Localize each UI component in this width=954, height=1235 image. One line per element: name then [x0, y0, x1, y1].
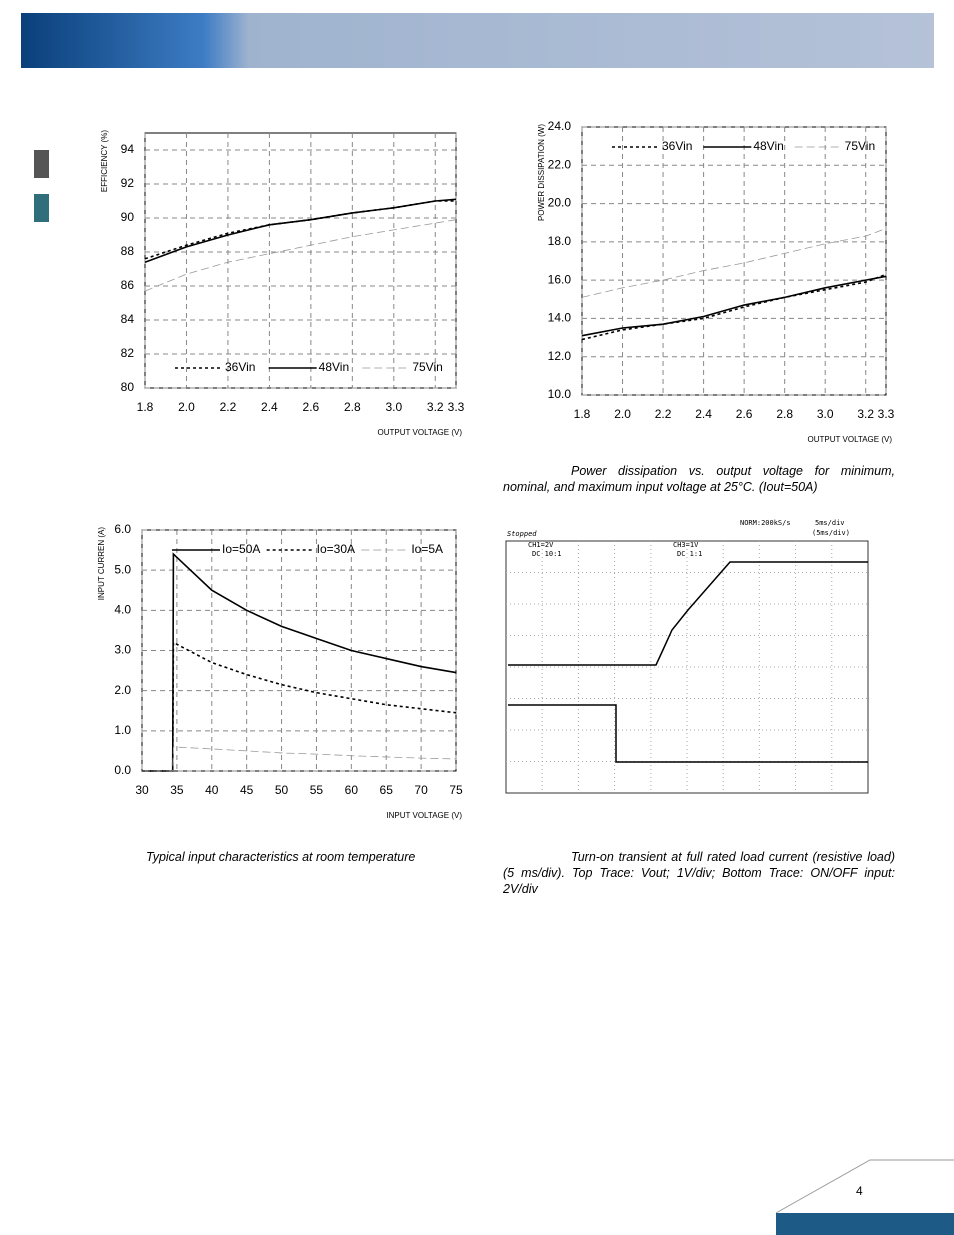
x-tick-label: 70: [414, 783, 428, 797]
x-tick-label: 75: [449, 783, 463, 797]
scope-timebase: 5ms/div: [815, 519, 845, 527]
x-tick-label: 2.4: [695, 407, 712, 421]
x-tick-label: 2.8: [776, 407, 793, 421]
x-tick-label: 3.2: [857, 407, 874, 421]
legend-label: 36Vin: [225, 360, 255, 374]
y-tick-label: 86: [121, 278, 135, 292]
page-number: 4: [856, 1184, 863, 1198]
x-tick-label: 3.3: [878, 407, 895, 421]
header-banner: [21, 13, 934, 68]
y-tick-label: 90: [121, 210, 135, 224]
plot-frame: [144, 132, 457, 389]
y-tick-label: 1.0: [114, 723, 131, 737]
series-line: [142, 641, 457, 772]
x-tick-label: 65: [380, 783, 394, 797]
legend-label: Io=50A: [222, 542, 260, 556]
x-tick-label: 2.6: [303, 400, 320, 414]
series-line: [581, 275, 887, 337]
scope-ch1-coupling: DC 10:1: [532, 550, 562, 558]
y-tick-label: 0.0: [114, 763, 131, 777]
y-tick-label: 10.0: [548, 387, 572, 401]
scope-ch3: CH3=1V: [673, 541, 699, 549]
y-tick-label: 6.0: [114, 522, 131, 536]
series-line: [142, 746, 457, 772]
y-axis-label: POWER DISSIPATION (W): [537, 124, 546, 221]
y-tick-label: 18.0: [548, 234, 572, 248]
y-tick-label: 5.0: [114, 562, 131, 576]
x-tick-label: 3.0: [817, 407, 834, 421]
x-axis-label: OUTPUT VOLTAGE (V): [808, 435, 893, 444]
y-tick-label: 20.0: [548, 196, 572, 210]
caption: Power dissipation vs. output voltage for…: [503, 464, 895, 494]
legend-label: 75Vin: [412, 360, 442, 374]
y-tick-label: 84: [121, 312, 135, 326]
y-tick-label: 22.0: [548, 157, 572, 171]
legend-label: Io=30A: [317, 542, 355, 556]
legend-label: Io=5A: [411, 542, 443, 556]
x-tick-label: 45: [240, 783, 254, 797]
legend-label: 75Vin: [845, 139, 875, 153]
x-tick-label: 2.8: [344, 400, 361, 414]
scope-status: Stopped: [507, 530, 537, 538]
y-tick-label: 14.0: [548, 311, 572, 325]
x-tick-label: 3.0: [385, 400, 402, 414]
series-line: [144, 200, 456, 260]
y-tick-label: 92: [121, 176, 135, 190]
y-tick-label: 4.0: [114, 603, 131, 617]
scope-timebase: (5ms/div): [812, 529, 850, 537]
x-tick-label: 2.0: [614, 407, 631, 421]
legend-label: 48Vin: [753, 139, 783, 153]
y-tick-label: 82: [121, 346, 135, 360]
x-tick-label: 2.2: [220, 400, 237, 414]
scope-rate: NORM:200kS/s: [740, 519, 791, 527]
caption: Turn-on transient at full rated load cur…: [503, 850, 895, 896]
y-tick-label: 24.0: [548, 119, 572, 133]
y-axis-label: INPUT CURREN (A): [97, 527, 106, 601]
x-tick-label: 30: [135, 783, 149, 797]
series-line: [581, 273, 887, 341]
y-tick-label: 12.0: [548, 349, 572, 363]
x-tick-label: 3.3: [448, 400, 465, 414]
legend-label: 36Vin: [662, 139, 692, 153]
x-tick-label: 55: [310, 783, 324, 797]
y-tick-label: 80: [121, 380, 135, 394]
y-tick-label: 2.0: [114, 683, 131, 697]
series-line: [144, 198, 457, 263]
caption: Typical input characteristics at room te…: [146, 850, 416, 864]
scope-ch1: CH1=2V: [528, 541, 554, 549]
trace-vout: [508, 561, 868, 666]
x-tick-label: 60: [345, 783, 359, 797]
y-tick-label: 94: [121, 142, 135, 156]
series-line: [581, 228, 887, 298]
x-tick-label: 2.0: [178, 400, 195, 414]
x-tick-label: 1.8: [574, 407, 591, 421]
x-tick-label: 2.6: [736, 407, 753, 421]
side-icon: [34, 194, 49, 222]
x-tick-label: 2.4: [261, 400, 278, 414]
x-tick-label: 2.2: [655, 407, 672, 421]
legend-label: 48Vin: [319, 360, 349, 374]
plot-frame: [581, 126, 887, 396]
y-tick-label: 88: [121, 244, 135, 258]
x-tick-label: 3.2: [427, 400, 444, 414]
x-tick-label: 40: [205, 783, 219, 797]
x-tick-label: 35: [170, 783, 184, 797]
side-icon: [34, 150, 49, 178]
series-line: [142, 552, 457, 772]
footer-bar: [776, 1213, 954, 1235]
series-line: [144, 219, 457, 292]
y-tick-label: 16.0: [548, 272, 572, 286]
trace-onoff: [508, 704, 868, 763]
x-tick-label: 50: [275, 783, 289, 797]
scope-ch3-coupling: DC 1:1: [677, 550, 702, 558]
x-tick-label: 1.8: [137, 400, 154, 414]
footer-line: [775, 1159, 954, 1214]
x-axis-label: INPUT VOLTAGE (V): [386, 811, 462, 820]
x-axis-label: OUTPUT VOLTAGE (V): [378, 428, 463, 437]
y-tick-label: 3.0: [114, 643, 131, 657]
y-axis-label: EFFICIENCY (%): [100, 130, 109, 192]
